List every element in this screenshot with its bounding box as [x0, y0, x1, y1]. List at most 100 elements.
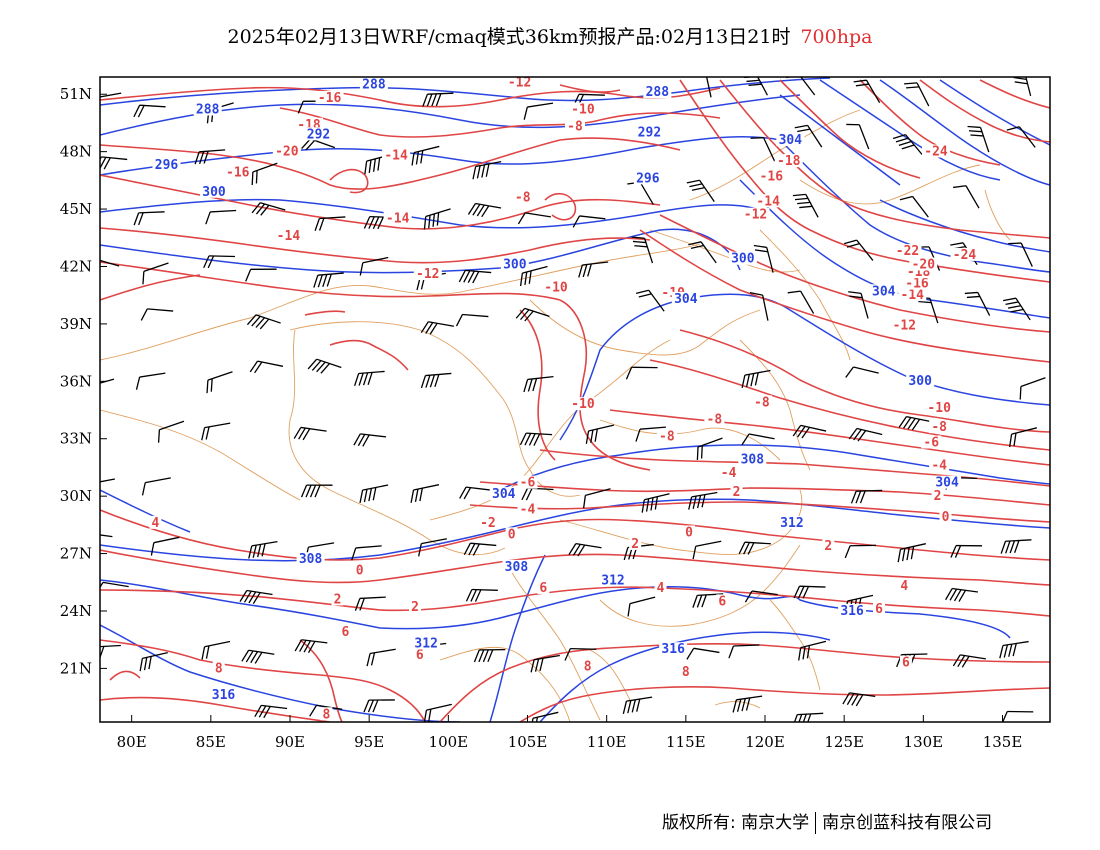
temperature-label: 4: [657, 581, 665, 596]
temperature-label: -8: [515, 190, 531, 205]
temperature-label-bg: [413, 647, 426, 661]
height-label-bg: [633, 171, 662, 185]
temperature-label: -4: [931, 458, 947, 473]
wind-barb: [366, 648, 396, 667]
wind-barb: [850, 489, 883, 504]
lat-tick-label: 27N: [60, 545, 92, 563]
wind-barb: [463, 542, 497, 556]
wind-barb: [792, 712, 824, 722]
wind-barb: [467, 202, 502, 218]
lat-tick-label: 51N: [60, 85, 92, 103]
credit-company: 南京创蓝科技有限公司: [822, 813, 993, 833]
lon-tick-label: 115E: [666, 733, 706, 751]
height-label-bg: [502, 559, 531, 573]
temperature-label: 0: [508, 527, 516, 542]
lat-tick-label: 36N: [60, 372, 92, 390]
temperature-label: 2: [631, 537, 639, 552]
temperature-label-bg: [909, 257, 938, 271]
temperature-label-bg: [741, 207, 770, 221]
temperature-label-bg: [898, 288, 927, 302]
wind-barb: [1002, 297, 1031, 321]
temperature-label: 6: [416, 648, 424, 663]
wind-barb: [627, 596, 656, 617]
wind-barb: [749, 292, 769, 321]
temperature-label-bg: [568, 397, 597, 411]
temperature-label-bg: [757, 169, 786, 183]
wind-barb: [728, 644, 760, 659]
temperature-label-bg: [581, 659, 594, 673]
height-label-bg: [304, 127, 333, 141]
temperature-label: -14: [384, 148, 408, 163]
wind-barb: [254, 704, 288, 719]
temperature-label: 8: [215, 661, 223, 676]
temperature-label: 2: [411, 600, 419, 615]
wind-barb: [100, 532, 113, 538]
credit-separator: [815, 812, 817, 834]
wind-barb: [530, 654, 560, 673]
temperature-label: -14: [756, 194, 780, 209]
wind-barb: [157, 420, 185, 443]
height-label-bg: [500, 257, 529, 271]
temperature-label-bg: [730, 485, 743, 499]
plot-frame: [99, 76, 1051, 723]
temperature-label-bg: [931, 489, 944, 503]
lat-tick-label: 48N: [60, 143, 92, 161]
temperature-label-bg: [339, 624, 352, 638]
temperature-label: 8: [682, 665, 690, 680]
wind-barb: [313, 272, 344, 288]
height-label: 300: [503, 257, 527, 272]
wind-barb: [794, 124, 823, 148]
wind-barb: [142, 262, 169, 285]
height-label-bg: [193, 102, 222, 116]
temperature-label: 6: [342, 625, 350, 640]
temperature-contours: [100, 79, 1050, 722]
wind-barb: [741, 433, 775, 446]
wind-barb: [635, 426, 666, 442]
height-label-bg: [671, 291, 700, 305]
height-label-bg: [635, 125, 664, 139]
wind-barb: [420, 372, 452, 389]
wind-barb: [568, 542, 602, 557]
temperature-label-bg: [517, 475, 538, 489]
wind-barb: [194, 149, 226, 165]
height-label: 296: [155, 158, 179, 173]
wind-barb: [251, 202, 286, 216]
wind-barb: [249, 360, 284, 374]
temperature-label: 0: [685, 525, 693, 540]
lat-tick-label: 21N: [60, 659, 92, 677]
wind-barb: [423, 208, 451, 230]
temperature-label-bg: [315, 90, 344, 104]
temperature-label: -8: [567, 120, 583, 135]
temperature-label-bg: [679, 665, 692, 679]
height-label: 296: [636, 171, 660, 186]
temperature-label-bg: [656, 429, 677, 443]
wind-barb: [753, 244, 774, 273]
height-label: 292: [307, 127, 330, 142]
wind-barb: [787, 290, 815, 314]
temperature-label-bg: [517, 502, 538, 516]
height-label: 308: [299, 552, 323, 567]
height-label: 304: [935, 476, 959, 491]
temperature-label-bg: [505, 527, 518, 541]
wind-barb: [792, 424, 827, 439]
wind-barb: [582, 488, 611, 509]
temperature-label-bg: [568, 102, 597, 116]
temperature-label: 0: [356, 564, 364, 579]
temperature-label-bg: [537, 580, 550, 594]
wind-barb: [100, 378, 115, 387]
wind-barb: [314, 216, 346, 231]
wind-barb: [688, 491, 718, 510]
wind-barb: [133, 211, 165, 226]
wind-barb: [848, 427, 883, 442]
wind-barb: [359, 484, 389, 504]
temperature-label: -8: [707, 413, 723, 428]
height-label: 304: [779, 133, 803, 148]
temperature-label: -16: [318, 91, 342, 106]
height-label: 308: [505, 560, 529, 575]
wind-barb: [1006, 126, 1036, 148]
temperature-label: -20: [275, 145, 299, 160]
height-label-bg: [489, 487, 518, 501]
temperature-label-bg: [751, 395, 772, 409]
temperature-label-bg: [939, 510, 952, 524]
temperature-label: 4: [900, 579, 908, 594]
